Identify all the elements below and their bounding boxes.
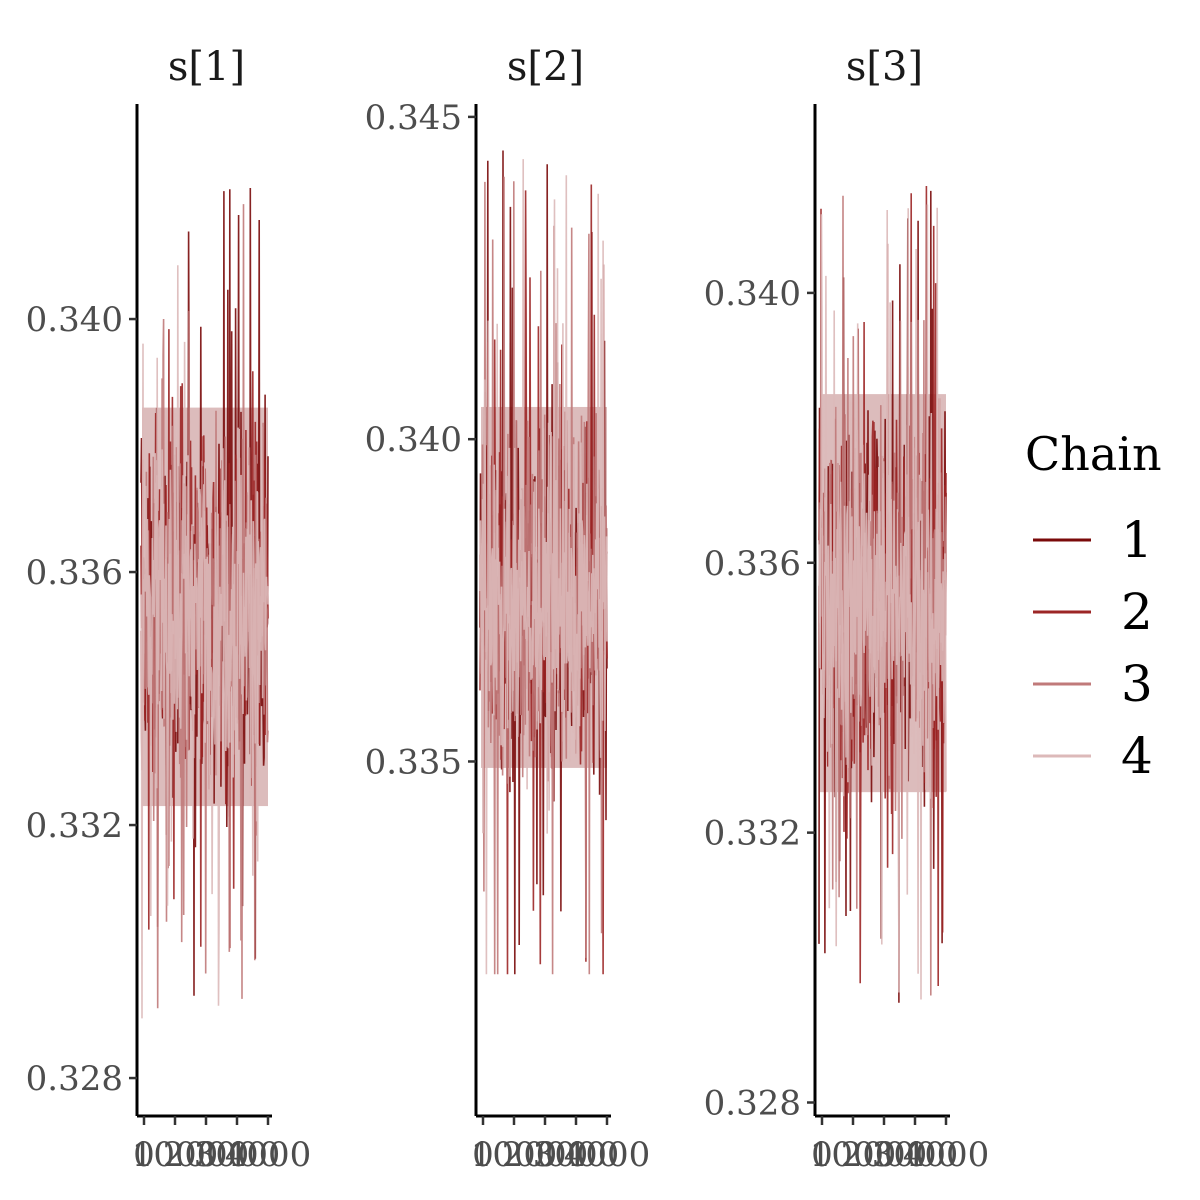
y-tick-label: 0.336 [704,544,801,584]
x-tick-label: 1000 [471,1135,558,1175]
panel-3: s[3] 0.340 0.336 0.332 0.3280100020003000400… [704,44,990,1175]
legend-label: 3 [1121,655,1153,713]
y-tick-label: 0.340 [365,420,462,460]
y-tick-label: 0.332 [704,814,801,854]
panels: s[1]0.3400.3360.3320.3280100020003000400… [26,44,990,1175]
x-tick-label: 3000 [872,1135,959,1175]
x-tick-label: 3000 [533,1135,620,1175]
y-tick-label: 0.340 [26,300,123,340]
legend-label: 4 [1121,727,1153,785]
legend-item: 3 [1033,655,1153,713]
y-tick-label: 0.335 [365,742,462,782]
x-tick-label: 0 [133,1135,155,1175]
y-tick-label: 0.328 [704,1084,801,1124]
y-tick-label: 0.345 [365,98,462,138]
legend-item: 2 [1033,583,1153,641]
legend-item: 1 [1033,511,1153,569]
x-tick-label: 3000 [194,1135,281,1175]
y-tick-label: 0.332 [26,806,123,846]
y-tick-label: 0.336 [26,553,123,593]
x-tick-label: 4000 [225,1135,312,1175]
panel-1: s[1] 0.340 0.336 0.332 0.3280100020003000400… [26,44,312,1175]
panel-title: s[3] [846,44,923,90]
x-tick-label: 2000 [502,1135,589,1175]
legend: Chain 1 2 3 4 [1025,427,1162,785]
x-tick-label: 4000 [564,1135,651,1175]
panel-title: s[1] [168,44,245,90]
y-tick-label: 0.340 [704,274,801,314]
trace-chain-4 [140,265,269,1019]
x-tick-label: 0 [811,1135,833,1175]
legend-label: 1 [1121,511,1153,569]
y-tick-label: 0.328 [26,1059,123,1099]
x-tick-label: 4000 [903,1135,990,1175]
panel-title: s[2] [507,44,584,90]
legend-title: Chain [1025,427,1162,481]
legend-label: 2 [1121,583,1153,641]
trace-chain-4 [479,159,608,975]
x-tick-label: 1000 [132,1135,219,1175]
x-tick-label: 2000 [163,1135,250,1175]
legend-item: 4 [1033,727,1153,785]
x-tick-label: 0 [472,1135,494,1175]
trace-chain-4 [818,204,947,1000]
x-tick-label: 1000 [810,1135,897,1175]
x-tick-label: 2000 [841,1135,928,1175]
